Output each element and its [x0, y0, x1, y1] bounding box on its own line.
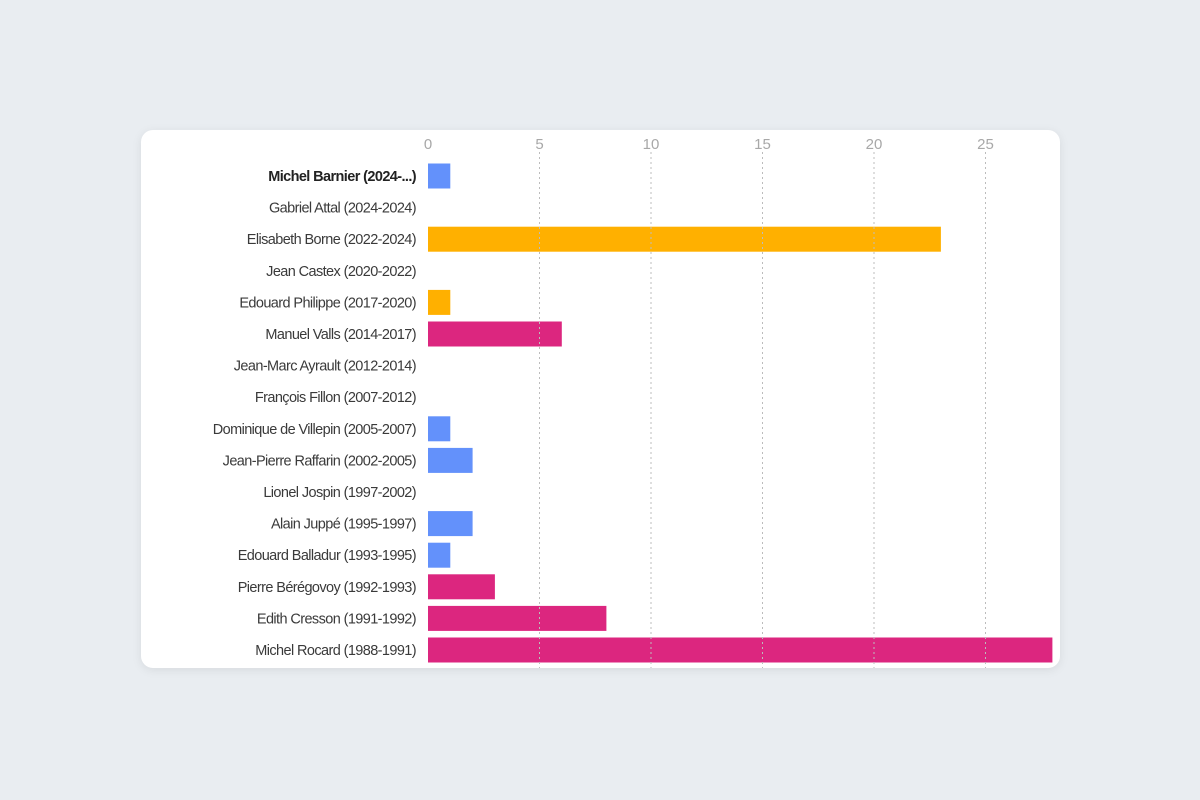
bar — [428, 226, 941, 252]
x-tick-label: 25 — [977, 136, 994, 153]
chart-card: 0 5 10 15 20 25 Michel Barnier (2024-...) Gabri… — [141, 130, 1060, 668]
category-label: Manuel Valls (2014-2017) — [265, 327, 416, 343]
category-label: Edouard Philippe (2017-2020) — [239, 295, 416, 311]
category-label: Michel Barnier (2024-...) — [268, 169, 417, 185]
bar — [428, 289, 451, 315]
category-label: Elisabeth Borne (2022-2024) — [247, 232, 416, 248]
x-tick-label: 15 — [754, 136, 771, 153]
bar — [428, 321, 562, 347]
bar — [428, 574, 495, 600]
category-label: Alain Juppé (1995-1997) — [271, 517, 416, 533]
bar — [428, 447, 473, 473]
gridlines — [539, 152, 986, 668]
category-label: Jean-Marc Ayrault (2012-2014) — [234, 359, 416, 375]
category-label: Lionel Jospin (1997-2002) — [263, 485, 416, 501]
bar-chart: 0 5 10 15 20 25 Michel Barnier (2024-...) Gabri… — [213, 136, 1053, 668]
x-tick-label: 5 — [535, 136, 543, 153]
category-label: François Fillon (2007-2012) — [255, 390, 416, 406]
category-label: Edouard Balladur (1993-1995) — [238, 548, 416, 564]
category-label: Pierre Bérégovoy (1992-1993) — [238, 580, 416, 596]
bar — [428, 416, 451, 442]
bar — [428, 511, 473, 537]
bar — [428, 542, 451, 568]
x-tick-label: 0 — [424, 136, 432, 153]
bar — [428, 637, 1053, 663]
bar — [428, 163, 451, 189]
category-label: Jean-Pierre Raffarin (2002-2005) — [223, 453, 416, 469]
category-label: Gabriel Attal (2024-2024) — [269, 201, 416, 217]
category-label: Michel Rocard (1988-1991) — [255, 643, 416, 659]
bars — [428, 163, 1053, 663]
category-label: Jean Castex (2020-2022) — [266, 264, 416, 280]
x-tick-label: 10 — [643, 136, 660, 153]
bar — [428, 605, 607, 631]
category-label: Dominique de Villepin (2005-2007) — [213, 422, 416, 438]
category-label: Edith Cresson (1991-1992) — [257, 611, 416, 627]
x-tick-label: 20 — [866, 136, 883, 153]
